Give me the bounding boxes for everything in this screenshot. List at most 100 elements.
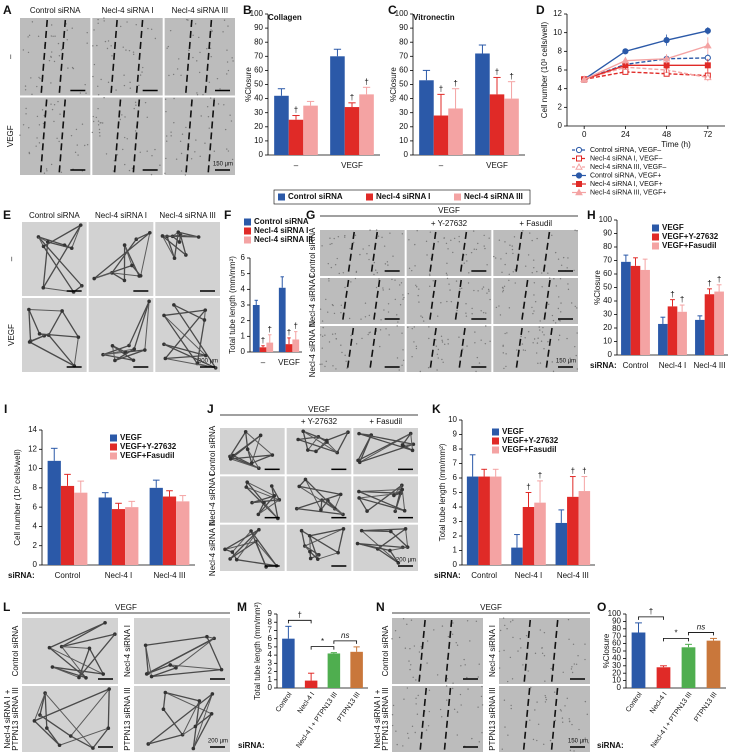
cell-speck [22, 124, 25, 126]
tube-node [32, 719, 37, 723]
bar [667, 306, 678, 355]
cell-speck [473, 248, 475, 250]
marker [703, 73, 712, 81]
tube-node [193, 724, 198, 729]
tube [230, 458, 259, 469]
cell-speck [441, 339, 443, 342]
series-line [583, 45, 709, 80]
cell-speck [96, 44, 98, 47]
bar [285, 344, 293, 352]
x-tick-label: VEGF [341, 161, 363, 170]
category-axis-label: siRNA: [597, 741, 624, 750]
cell-speck [576, 332, 578, 334]
micrograph [493, 230, 578, 276]
y-tick-label: 12 [553, 9, 562, 18]
tube [410, 433, 414, 451]
significance-mark: † [582, 467, 586, 476]
cell-speck [77, 154, 79, 156]
cell-speck [414, 731, 416, 734]
tube [245, 431, 249, 450]
tube-node [243, 429, 248, 434]
cell-speck [543, 334, 545, 336]
cell-speck [486, 264, 488, 266]
tube [170, 664, 222, 671]
cell-speck [471, 307, 473, 310]
cell-speck [387, 303, 390, 305]
cell-speck [53, 60, 56, 63]
tube [194, 713, 213, 727]
cell-speck [133, 107, 135, 110]
tube-node [230, 550, 235, 554]
cell-speck [391, 724, 394, 727]
cell-speck [209, 97, 212, 99]
series-line [584, 71, 708, 81]
panel-letter: N [376, 600, 385, 614]
cell-speck [503, 367, 505, 370]
cell-speck [417, 294, 419, 297]
tube-node [336, 550, 340, 555]
tube-node [92, 276, 96, 281]
cell-speck [428, 326, 430, 328]
cell-speck [575, 354, 577, 357]
wound-edge [58, 99, 67, 174]
y-tick-label: 50 [603, 283, 612, 292]
cell-speck [531, 271, 533, 274]
tube-node [297, 484, 302, 489]
cell-speck [544, 680, 546, 682]
cell-speck [558, 296, 560, 298]
cell-speck [429, 231, 432, 233]
y-tick-label: 60 [603, 269, 612, 278]
cell-speck [576, 307, 578, 309]
cell-speck [442, 361, 444, 363]
tube-node [245, 447, 250, 451]
cell-speck [577, 655, 579, 657]
cell-speck [437, 348, 440, 351]
cell-speck [503, 699, 506, 701]
cell-speck [508, 307, 511, 309]
cell-speck [437, 241, 439, 243]
cell-speck [396, 743, 398, 746]
cell-speck [354, 277, 357, 280]
cell-speck [550, 667, 552, 670]
wound-edge [40, 19, 49, 94]
cell-speck [368, 258, 370, 261]
cell-speck [223, 104, 225, 106]
tube [247, 448, 260, 469]
cell-speck [433, 629, 435, 631]
bar [344, 107, 360, 155]
cell-speck [124, 163, 126, 166]
y-tick-label: 6 [33, 502, 38, 511]
cell-speck [154, 148, 156, 151]
wound-edge [545, 327, 553, 371]
cell-speck [560, 311, 562, 313]
cell-speck [97, 85, 99, 87]
legend-label: Necl-4 siRNA I, VEGF+ [590, 181, 663, 188]
y-tick-label: 7 [268, 626, 273, 635]
tube [194, 693, 213, 727]
x-tick-label: Necl-4 I [649, 691, 669, 715]
cell-speck [481, 731, 483, 734]
cell-speck [379, 329, 382, 331]
scale-bar-label: 200 µm [208, 739, 228, 745]
cell-speck [345, 360, 347, 363]
wound-edge [458, 327, 466, 371]
significance-mark: † [649, 607, 653, 616]
cell-speck [184, 174, 187, 176]
cell-speck [196, 94, 199, 96]
y-tick-label: 10 [254, 136, 263, 145]
bar [74, 492, 88, 565]
cell-speck [519, 638, 521, 640]
cell-speck [562, 671, 564, 674]
cell-speck [344, 354, 346, 357]
legend-label: Control siRNA, VEGF+ [590, 172, 661, 179]
cell-speck [329, 237, 331, 239]
cell-speck [45, 168, 48, 170]
cell-label: Control siRNA [381, 625, 390, 676]
cell-speck [210, 29, 212, 31]
legend-label: Necl-4 siRNA I [254, 226, 308, 235]
cell-speck [208, 81, 211, 83]
tube [28, 308, 63, 312]
cell-speck [65, 23, 67, 25]
cell-speck [499, 314, 502, 316]
cell-speck [165, 110, 167, 113]
